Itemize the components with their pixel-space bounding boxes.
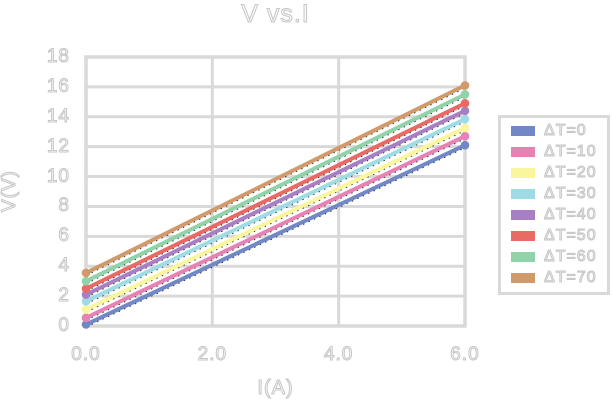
chart-title: V vs.I — [241, 0, 310, 29]
y-tick-label: 6 — [58, 225, 70, 247]
legend-item: ΔT=10 — [511, 141, 607, 162]
data-series-lines — [81, 81, 470, 329]
legend-label: ΔT=70 — [544, 269, 597, 287]
legend-label: ΔT=50 — [544, 227, 597, 245]
legend-swatch — [511, 251, 535, 262]
legend-label: ΔT=40 — [544, 206, 597, 224]
legend-item: ΔT=30 — [511, 183, 607, 204]
y-tick-label: 16 — [46, 75, 70, 97]
y-tick-label: 0 — [58, 315, 70, 337]
legend-item: ΔT=70 — [511, 267, 607, 288]
legend-swatch — [511, 167, 535, 178]
y-tick-label: 18 — [46, 46, 70, 68]
legend-label: ΔT=60 — [544, 248, 597, 266]
legend-swatch — [511, 209, 535, 220]
legend-item: ΔT=40 — [511, 204, 607, 225]
legend-item: ΔT=0 — [511, 120, 607, 141]
legend-label: ΔT=10 — [544, 143, 597, 161]
legend-label: ΔT=20 — [544, 164, 597, 182]
y-tick-label: 10 — [46, 165, 70, 187]
y-tick-label: 2 — [58, 285, 70, 307]
x-tick-label: 0.0 — [71, 344, 101, 366]
legend-swatch — [511, 146, 535, 157]
y-tick-label: 8 — [58, 195, 70, 217]
legend-label: ΔT=30 — [544, 185, 597, 203]
legend-item: ΔT=20 — [511, 162, 607, 183]
legend-swatch — [511, 125, 535, 136]
legend-swatch — [511, 188, 535, 199]
legend-swatch — [511, 272, 535, 283]
legend-item: ΔT=60 — [511, 246, 607, 267]
y-axis-tick-labels: 0 2 4 6 8 10 12 14 16 18 — [26, 0, 70, 407]
plot-border — [84, 55, 467, 328]
y-tick-label: 12 — [46, 135, 70, 157]
x-tick-label: 2.0 — [197, 344, 228, 366]
legend: ΔT=0 ΔT=10 ΔT=20 ΔT=30 ΔT=40 ΔT=50 ΔT=60 ΔT=70 — [498, 115, 610, 295]
y-tick-label: 4 — [58, 255, 70, 277]
legend-item: ΔT=50 — [511, 225, 607, 246]
y-tick-label: 14 — [46, 105, 70, 127]
legend-label: ΔT=0 — [544, 122, 587, 140]
x-tick-label: 4.0 — [323, 344, 354, 366]
x-axis-label: I(A) — [257, 377, 294, 400]
legend-swatch — [511, 230, 535, 241]
x-tick-label: 6.0 — [450, 344, 480, 366]
y-axis-label: V(V) — [0, 170, 21, 213]
